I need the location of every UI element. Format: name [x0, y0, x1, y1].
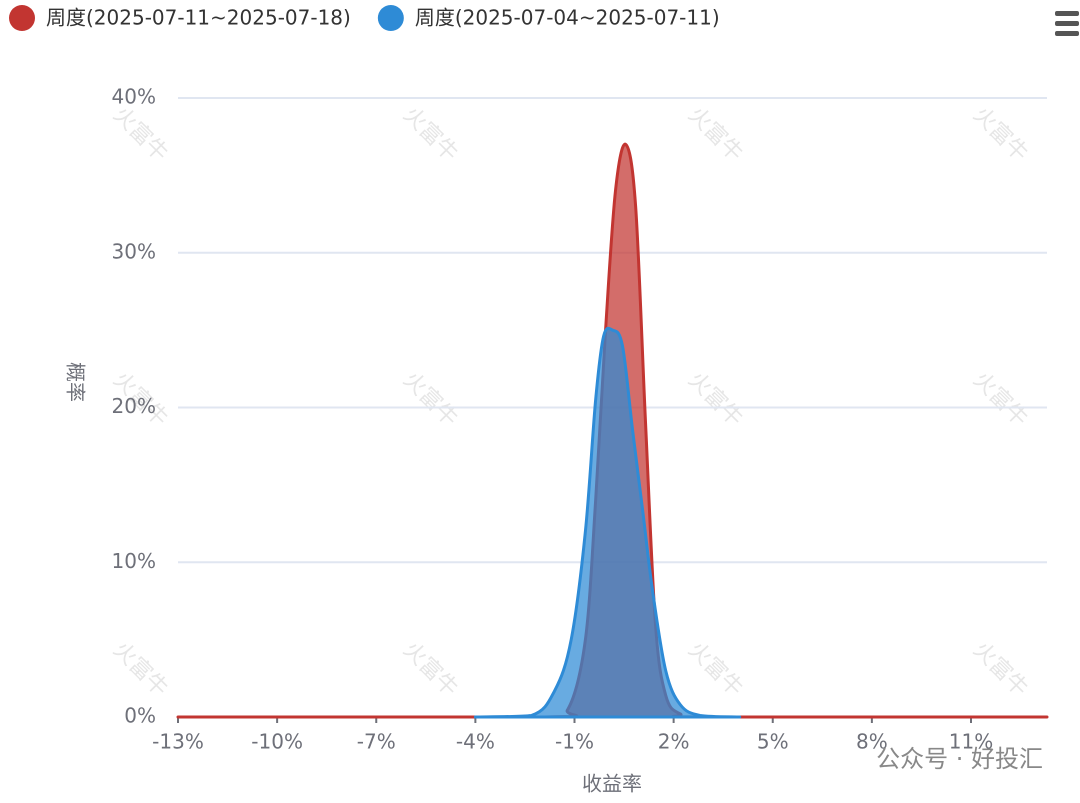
menu-bar: [1055, 31, 1079, 36]
x-tick-label: 11%: [949, 730, 993, 754]
menu-icon[interactable]: [1055, 11, 1079, 36]
y-tick-label: 30%: [112, 239, 156, 263]
y-tick-label: 20%: [112, 394, 156, 418]
y-axis-label: 概率: [64, 362, 88, 402]
x-tick-label: -10%: [251, 730, 303, 754]
watermark: 火富牛: [968, 367, 1032, 431]
watermark: 火富牛: [683, 102, 747, 166]
x-tick-label: 2%: [658, 730, 690, 754]
legend-label: 周度(2025-07-11~2025-07-18): [46, 6, 351, 30]
legend-item[interactable]: 周度(2025-07-04~2025-07-11): [377, 5, 720, 31]
legend-marker: [9, 5, 35, 31]
y-tick-label: 10%: [112, 549, 156, 573]
x-tick-label: 5%: [757, 730, 789, 754]
x-axis-label: 收益率: [582, 772, 642, 796]
y-tick-label: 0%: [124, 704, 156, 728]
legend-label: 周度(2025-07-04~2025-07-11): [415, 6, 720, 30]
watermark: 火富牛: [108, 637, 172, 701]
menu-bar: [1055, 21, 1079, 26]
footer-watermark: 公众号 · 好投汇: [876, 745, 1043, 773]
watermark: 火富牛: [968, 637, 1032, 701]
watermark: 火富牛: [683, 367, 747, 431]
legend-marker: [377, 5, 404, 31]
legend-item[interactable]: 周度(2025-07-11~2025-07-18): [9, 5, 351, 31]
menu-bar: [1055, 11, 1079, 16]
watermark: 火富牛: [398, 102, 462, 166]
x-tick-label: -1%: [555, 730, 594, 754]
watermark: 火富牛: [683, 637, 747, 701]
density-area: [473, 326, 742, 719]
x-tick-label: -4%: [456, 730, 495, 754]
watermark: 火富牛: [398, 637, 462, 701]
x-tick-label: -13%: [152, 730, 204, 754]
watermark: 火富牛: [108, 102, 172, 166]
y-tick-label: 40%: [112, 85, 156, 109]
x-tick-label: 8%: [856, 730, 888, 754]
watermark: 火富牛: [968, 102, 1032, 166]
watermark: 火富牛: [398, 367, 462, 431]
x-tick-label: -7%: [357, 730, 396, 754]
